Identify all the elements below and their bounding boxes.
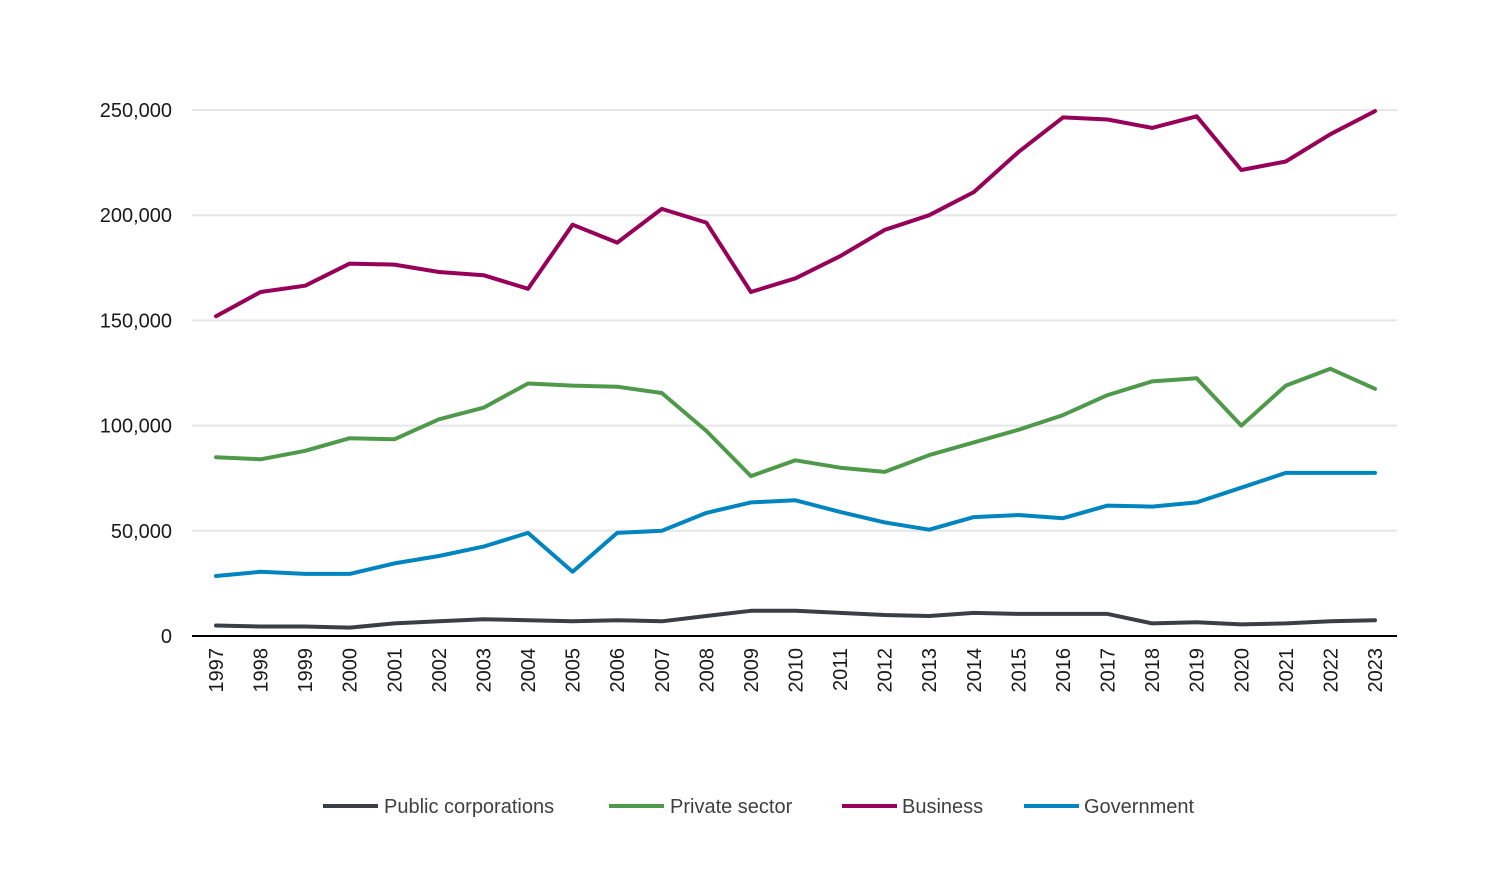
y-tick-label: 250,000 xyxy=(100,100,172,122)
x-tick-label: 2019 xyxy=(1187,648,1209,693)
series-line-private-sector xyxy=(214,366,1377,479)
x-tick-label: 1997 xyxy=(206,648,228,693)
x-tick-label: 2010 xyxy=(786,648,808,693)
x-tick-label: 2000 xyxy=(340,648,362,693)
x-tick-label: 2023 xyxy=(1365,648,1387,693)
y-tick-label: 100,000 xyxy=(100,416,172,438)
x-tick-label: 2006 xyxy=(607,648,629,693)
legend-label: Government xyxy=(1084,796,1194,818)
x-tick-label: 2004 xyxy=(518,648,540,693)
x-tick-label: 2001 xyxy=(384,648,406,693)
x-tick-label: 1998 xyxy=(251,648,273,693)
legend-label: Public corporations xyxy=(384,796,554,818)
axes: 0 50,000 100,000 150,000 200,000 250,000 1997 1… xyxy=(100,100,1397,693)
gridlines xyxy=(192,109,1397,532)
x-tick-label: 2009 xyxy=(741,648,763,693)
x-tick-label: 2014 xyxy=(964,648,986,693)
y-tick-label: 200,000 xyxy=(100,205,172,227)
x-tick-label: 2012 xyxy=(875,648,897,693)
legend-label: Business xyxy=(902,796,983,818)
x-tick-label: 2016 xyxy=(1053,648,1075,693)
y-tick-label: 0 xyxy=(161,626,172,648)
x-tick-label: 1999 xyxy=(295,648,317,693)
y-tick-label: 50,000 xyxy=(111,521,172,543)
series-line-government xyxy=(214,470,1377,578)
x-tick-label: 2021 xyxy=(1276,648,1298,693)
x-tick-label: 2020 xyxy=(1231,648,1253,693)
legend-label: Private sector xyxy=(670,796,793,818)
series-line-public-corporations xyxy=(214,608,1377,630)
x-tick-label: 2008 xyxy=(696,648,718,693)
x-tick-label: 2003 xyxy=(473,648,495,693)
x-tick-label: 2002 xyxy=(429,648,451,693)
y-tick-label: 150,000 xyxy=(100,310,172,332)
x-tick-label: 2018 xyxy=(1142,648,1164,693)
x-tick-label: 2011 xyxy=(830,648,852,691)
legend: Public corporations Private sector Busines… xyxy=(323,796,1194,818)
series-lines xyxy=(214,109,1377,630)
x-tick-label: 2022 xyxy=(1320,648,1342,693)
x-tick-label: 2013 xyxy=(919,648,941,693)
x-tick-label: 2007 xyxy=(652,648,674,693)
x-tick-label: 2015 xyxy=(1008,648,1030,693)
x-tick-label: 2017 xyxy=(1098,648,1120,693)
x-tick-label: 2005 xyxy=(563,648,585,693)
series-line-business xyxy=(214,109,1377,319)
